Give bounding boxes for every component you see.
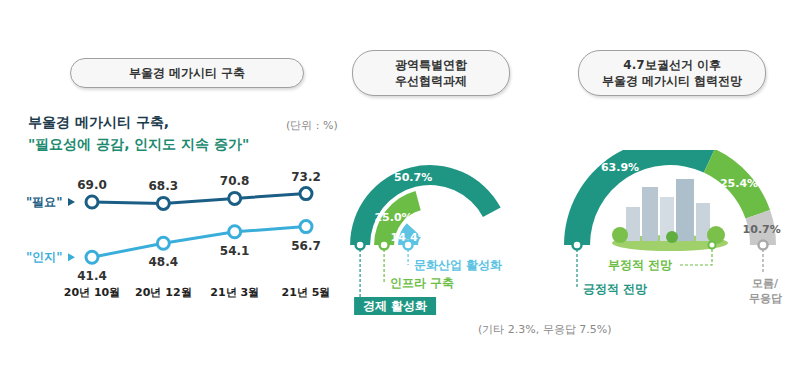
svg-text:50.7%: 50.7%: [394, 171, 432, 184]
html-text:광역특별연합: 광역특별연합: [395, 58, 467, 72]
svg-text:21년 5월: 21년 5월: [282, 286, 331, 299]
svg-text:21년 3월: 21년 3월: [210, 286, 259, 299]
html-text:(단위 : %): (단위 : %): [286, 119, 338, 132]
svg-text:70.8: 70.8: [220, 174, 250, 188]
html-text:4.7보궐선거 이후: 4.7보궐선거 이후: [623, 58, 721, 72]
svg-text:무응답: 무응답: [749, 292, 782, 305]
svg-text:긍정적 전망: 긍정적 전망: [583, 282, 647, 296]
svg-text:10.7%: 10.7%: [743, 223, 781, 236]
svg-text:25.0%: 25.0%: [374, 211, 412, 224]
svg-text:인프라 구축: 인프라 구축: [390, 276, 454, 290]
svg-text:20년 10월: 20년 10월: [64, 286, 120, 299]
html-text:(기타 2.3%, 무응답 7.5%): (기타 2.3%, 무응답 7.5%): [478, 323, 612, 336]
svg-text:56.7: 56.7: [291, 239, 321, 253]
html-text:부울경 메가시티 구축: 부울경 메가시티 구축: [128, 66, 246, 80]
svg-text:41.4: 41.4: [77, 269, 107, 283]
svg-text:"인지": "인지": [26, 250, 63, 264]
html-text:우선협력과제: 우선협력과제: [395, 74, 467, 88]
svg-text:73.2: 73.2: [291, 170, 321, 184]
svg-text:20년 12월: 20년 12월: [135, 286, 191, 299]
html-text:"필요성에 공감, 인지도 지속 증가": "필요성에 공감, 인지도 지속 증가": [28, 136, 250, 152]
svg-text:모름/: 모름/: [752, 277, 779, 290]
svg-text:54.1: 54.1: [220, 244, 250, 258]
svg-text:69.0: 69.0: [77, 178, 107, 192]
svg-text:63.9%: 63.9%: [601, 161, 639, 174]
html-text:부울경 메가시티 협력전망: 부울경 메가시티 협력전망: [601, 74, 743, 88]
svg-text:68.3: 68.3: [149, 179, 179, 193]
svg-text:48.4: 48.4: [149, 255, 179, 269]
svg-text:경제 활성화: 경제 활성화: [363, 299, 427, 313]
html-text:부울경 메가시티 구축,: 부울경 메가시티 구축,: [28, 114, 170, 130]
svg-text:14.4%: 14.4%: [390, 230, 429, 244]
svg-text:25.4%: 25.4%: [720, 177, 758, 190]
svg-text:"필요": "필요": [26, 195, 63, 209]
svg-text:문화산업 활성화: 문화산업 활성화: [414, 258, 502, 272]
svg-text:부정적 전망: 부정적 전망: [608, 258, 672, 272]
